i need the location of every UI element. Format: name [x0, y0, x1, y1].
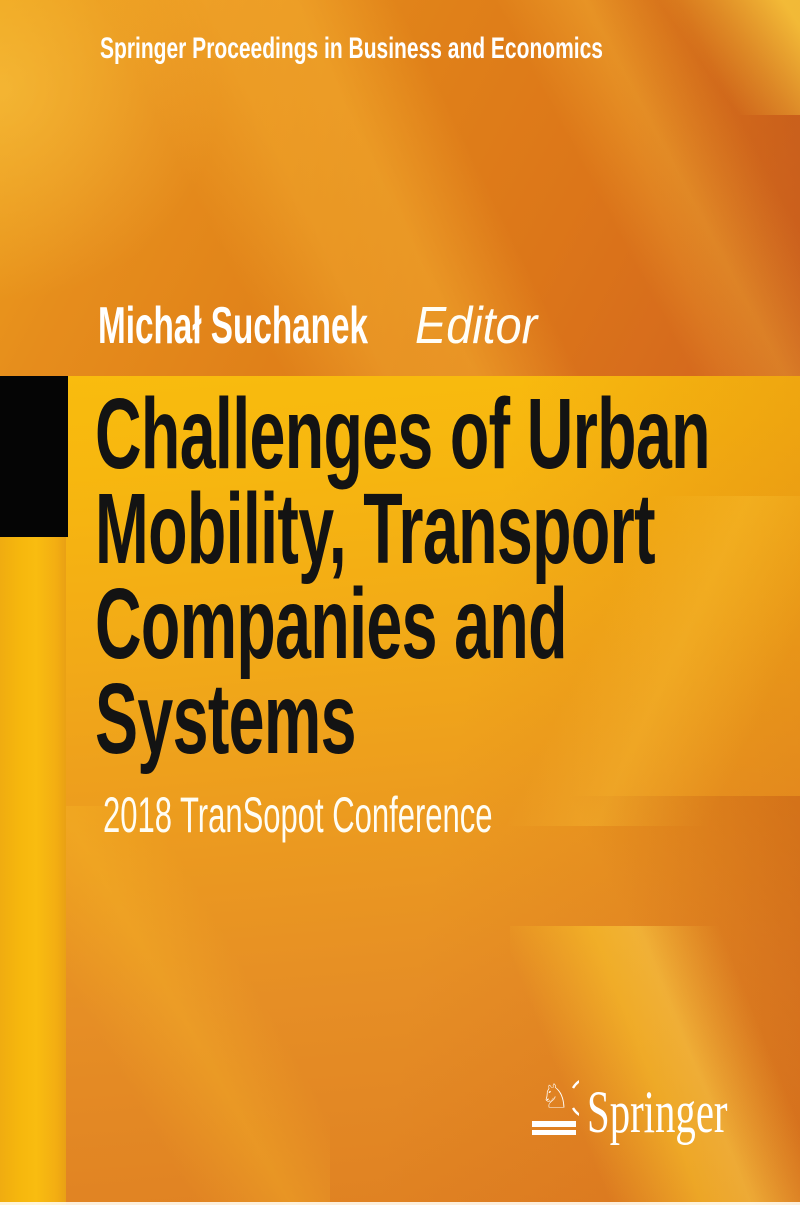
book-title: Challenges of Urban Mobility, Transport …	[95, 378, 800, 775]
book-title-line-4: Systems	[95, 663, 356, 775]
facet-bottom-band	[510, 926, 800, 1205]
editor-name: Michał Suchanek	[98, 297, 369, 355]
series-accent-square	[0, 376, 68, 537]
springer-logo: ♘ Springer	[531, 1074, 761, 1149]
facet-bottom-dark	[570, 796, 800, 1205]
logo-bar-bottom	[532, 1130, 576, 1135]
bottom-edge-line	[0, 1202, 800, 1205]
facet-diagonal-band-center	[60, 0, 620, 376]
editor-role-label: Editor	[415, 297, 538, 355]
facet-mid-right	[500, 496, 800, 826]
facet-corner-yellow	[650, 0, 800, 115]
publisher-name: Springer	[587, 1079, 728, 1145]
book-title-line-2: Mobility, Transport	[95, 473, 656, 585]
left-yellow-strip	[0, 537, 66, 1205]
book-title-line-1: Challenges of Urban	[95, 378, 711, 490]
facet-glow-left	[0, 0, 240, 320]
springer-knight-icon: ♘	[531, 1074, 579, 1140]
series-title: Springer Proceedings in Business and Eco…	[100, 32, 603, 65]
logo-bar-top	[532, 1121, 576, 1127]
cover-background-bottom	[0, 376, 800, 1205]
book-title-line-3: Companies and	[95, 568, 568, 680]
cover-background-top	[0, 0, 800, 376]
svg-text:♘: ♘	[540, 1077, 570, 1116]
book-subtitle: 2018 TranSopot Conference	[103, 787, 493, 843]
